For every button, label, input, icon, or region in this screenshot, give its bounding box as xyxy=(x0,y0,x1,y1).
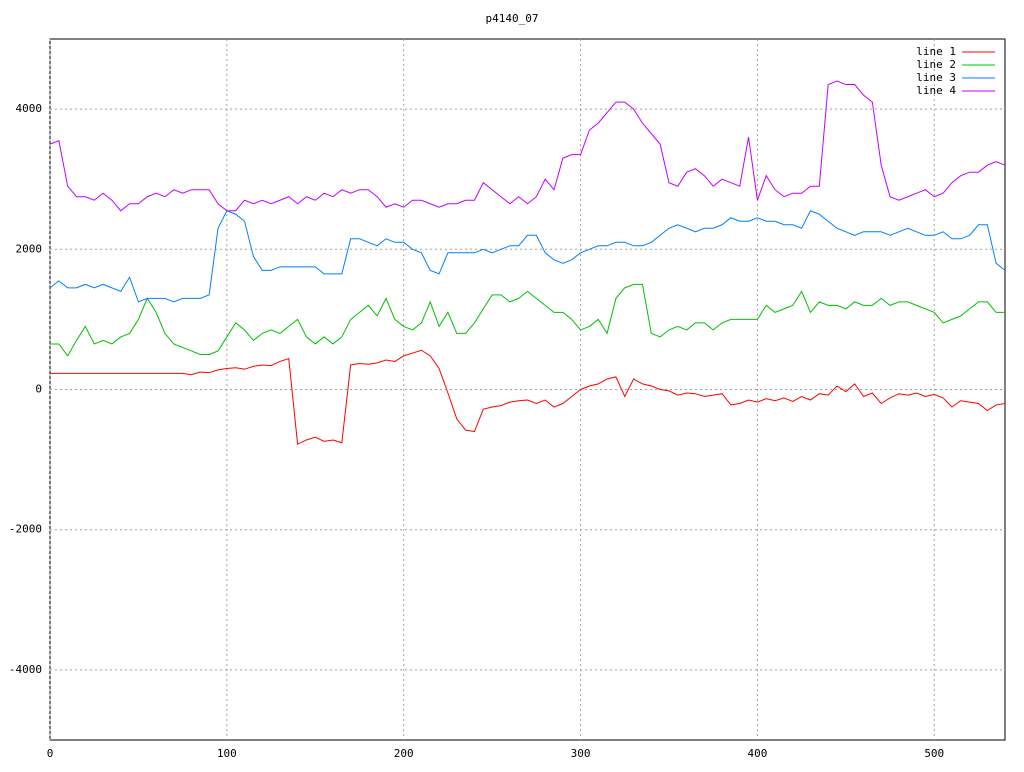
series-line xyxy=(50,349,1006,445)
y-tick-label: 4000 xyxy=(16,102,43,115)
x-tick-label: 100 xyxy=(217,747,237,760)
x-tick-label: 300 xyxy=(571,747,591,760)
legend-label: line 4 xyxy=(916,84,956,97)
legend-label: line 3 xyxy=(916,71,956,84)
x-tick-label: 500 xyxy=(924,747,944,760)
series-line xyxy=(49,80,1006,212)
series-line xyxy=(49,210,1006,303)
y-tick-label: -2000 xyxy=(9,523,42,536)
x-tick-label: 0 xyxy=(47,747,54,760)
y-tick-label: 0 xyxy=(35,383,42,396)
legend-label: line 1 xyxy=(916,45,956,58)
series-line xyxy=(50,283,1005,357)
chart-title: p4140_07 xyxy=(486,12,539,25)
y-tick-label: 2000 xyxy=(16,242,43,255)
x-tick-label: 400 xyxy=(747,747,767,760)
x-tick-label: 200 xyxy=(394,747,414,760)
y-tick-label: -4000 xyxy=(9,663,42,676)
legend-label: line 2 xyxy=(916,58,956,71)
